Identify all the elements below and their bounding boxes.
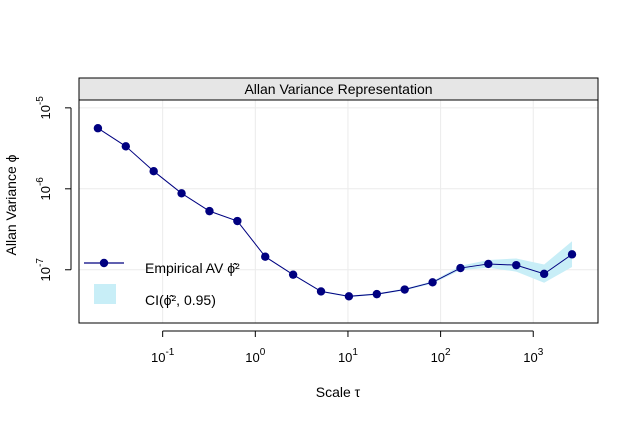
y-axis-title: Allan Variance ϕ xyxy=(3,154,19,255)
x-tick-label: 103 xyxy=(523,347,543,365)
data-point xyxy=(233,216,242,226)
data-point xyxy=(372,289,381,299)
x-tick-label: 10-1 xyxy=(151,347,175,365)
legend-band-swatch xyxy=(94,284,116,304)
plot-area xyxy=(79,100,598,323)
series-line-layer xyxy=(97,127,573,297)
y-tick-label: 10-7 xyxy=(35,258,53,282)
x-axis: 10-1 100 101 102 103 xyxy=(151,330,544,365)
x-tick-label: 100 xyxy=(245,347,265,365)
data-point xyxy=(456,263,465,273)
data-point xyxy=(567,250,577,259)
legend-label-empirical: Empirical AV ϕ̂² xyxy=(145,260,240,276)
data-point xyxy=(344,292,354,301)
data-point xyxy=(512,260,521,270)
series-line xyxy=(97,127,573,297)
x-axis-title: Scale τ xyxy=(316,384,361,400)
plot-frame xyxy=(78,99,599,324)
legend: Empirical AV ϕ̂² CI(ϕ̂², 0.95) xyxy=(84,258,240,308)
data-point xyxy=(177,189,186,198)
legend-point-swatch xyxy=(99,258,109,268)
data-point xyxy=(149,166,158,176)
y-tick-label: 10-5 xyxy=(35,96,53,120)
data-point xyxy=(316,287,326,296)
data-point xyxy=(484,259,493,269)
chart-title: Allan Variance Representation xyxy=(244,81,432,97)
data-point xyxy=(288,270,298,279)
data-point xyxy=(428,278,437,287)
legend-label-ci: CI(ϕ̂², 0.95) xyxy=(145,292,216,308)
data-point xyxy=(205,206,214,216)
x-tick-label: 101 xyxy=(338,347,358,365)
data-point xyxy=(400,285,409,294)
y-tick-label: 10-6 xyxy=(35,177,53,201)
y-axis: 10-7 10-6 10-5 xyxy=(35,96,72,282)
data-point xyxy=(93,124,103,133)
series-points-layer xyxy=(93,124,577,301)
data-point xyxy=(539,269,549,279)
x-tick-label: 102 xyxy=(431,347,451,365)
data-point xyxy=(261,252,270,261)
data-point xyxy=(121,142,130,151)
